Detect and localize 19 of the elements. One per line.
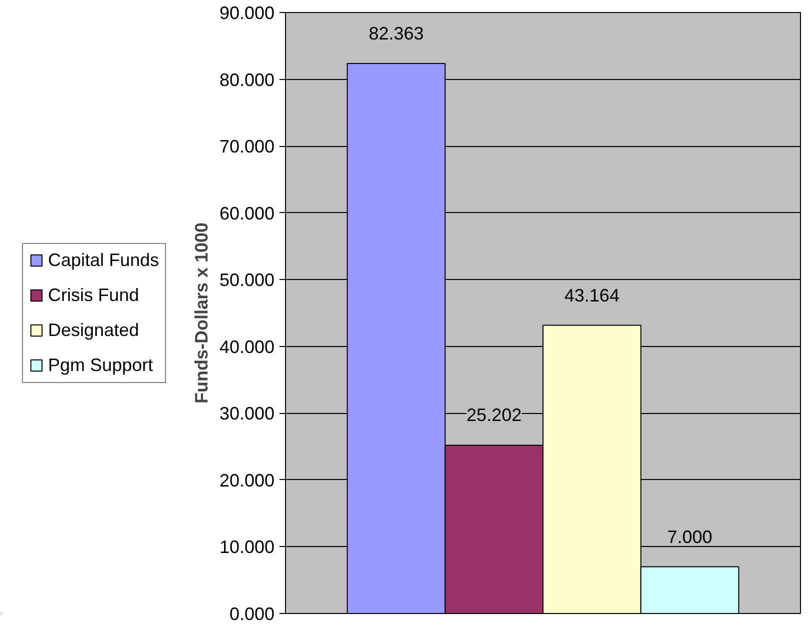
y-tick-label: 30.000: [219, 404, 275, 424]
y-axis-title: Funds-Dollars x 1000: [191, 222, 212, 404]
y-tick-label: 70.000: [219, 136, 275, 157]
y-tick-label: 10.000: [219, 537, 275, 558]
y-tick-label: 80.000: [219, 70, 275, 90]
y-tick-label: 60.000: [219, 203, 275, 224]
legend-label: Capital Funds: [48, 250, 160, 270]
y-tick-label: 20.000: [219, 470, 275, 490]
y-tick-label: 90.000: [219, 3, 275, 23]
y-tick-label: 50.000: [219, 270, 275, 290]
legend-label: Pgm Support: [48, 354, 154, 376]
data-label: 25.202: [466, 405, 522, 426]
data-label: 82.363: [368, 24, 424, 44]
y-tick-label: 0.000: [229, 604, 275, 624]
data-label: 7.000: [667, 526, 712, 547]
legend-label: Crisis Fund: [48, 284, 139, 306]
legend-label: Designated: [48, 320, 140, 340]
data-label: 43.164: [564, 285, 620, 306]
y-tick-label: 40.000: [219, 336, 275, 357]
